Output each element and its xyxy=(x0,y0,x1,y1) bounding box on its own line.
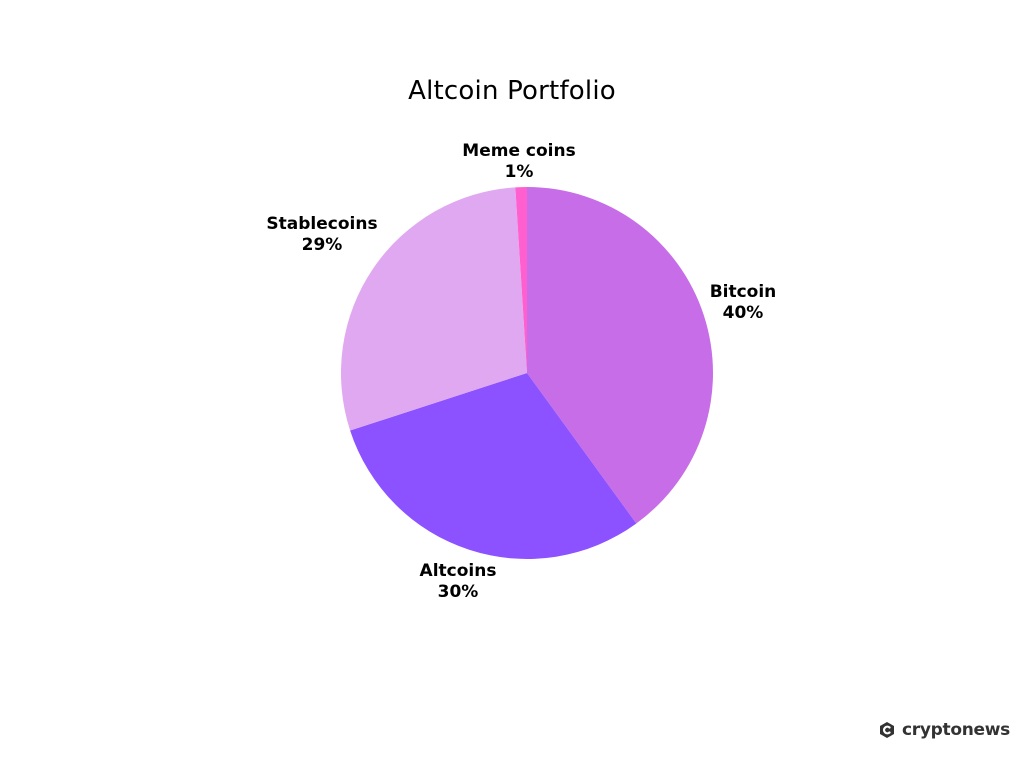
pie-slice-bitcoin xyxy=(527,187,713,524)
brand-name: cryptonews xyxy=(902,720,1010,740)
slice-label-name: Altcoins xyxy=(419,561,497,581)
brand-watermark: cryptonews xyxy=(878,719,1010,741)
pie-slice-stablecoins xyxy=(341,187,527,431)
slice-label-name: Stablecoins xyxy=(266,214,378,234)
slice-label-altcoins: Altcoins 30% xyxy=(378,561,538,603)
slice-label-bitcoin: Bitcoin 40% xyxy=(663,282,823,324)
slice-label-value: 30% xyxy=(437,582,479,602)
slice-label-meme-coins: Meme coins 1% xyxy=(439,141,599,183)
slice-label-name: Meme coins xyxy=(462,141,576,161)
slice-label-value: 40% xyxy=(722,303,764,323)
pie-slice-meme-coins xyxy=(515,187,527,373)
slice-label-name: Bitcoin xyxy=(709,282,777,302)
slice-label-stablecoins: Stablecoins 29% xyxy=(242,214,402,256)
cryptonews-logo-icon xyxy=(880,722,894,738)
chart-title: Altcoin Portfolio xyxy=(408,76,616,106)
slice-label-value: 1% xyxy=(504,162,534,182)
slice-label-value: 29% xyxy=(301,235,343,255)
pie-slice-altcoins xyxy=(350,373,637,559)
